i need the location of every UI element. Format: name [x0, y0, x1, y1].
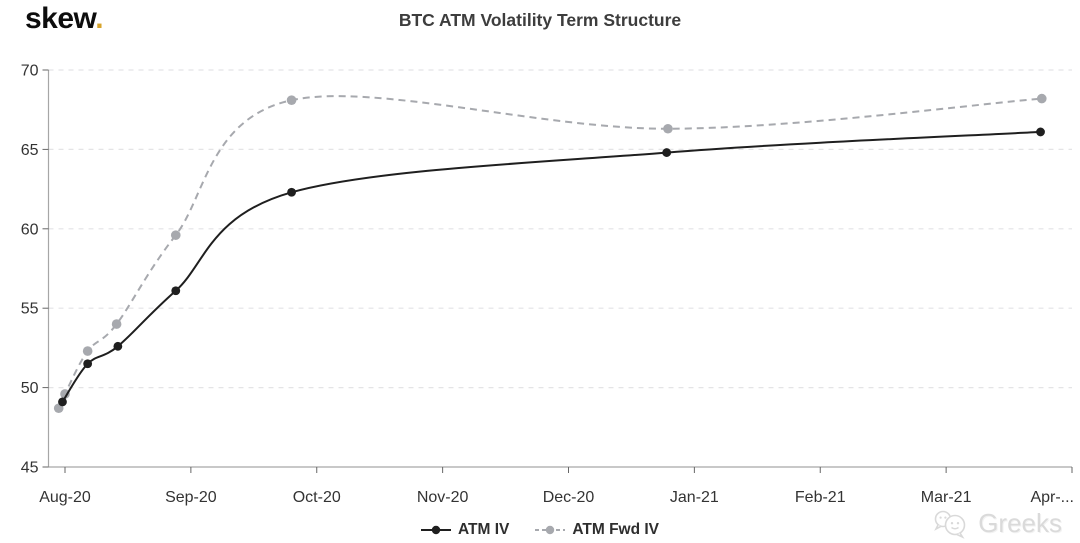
legend-label-atm-iv: ATM IV [457, 521, 510, 538]
atm-iv-point [287, 187, 296, 197]
atm-iv-point [58, 397, 67, 407]
atm-fwd-iv-point [286, 95, 297, 105]
brand-logo: skew. [25, 2, 104, 36]
watermark: Greeks [932, 508, 1062, 539]
x-axis-label: Feb-21 [795, 489, 846, 506]
brand-logo-dot: . [95, 2, 104, 35]
atm-iv-point [1036, 127, 1045, 137]
atm-fwd-iv-point [111, 319, 122, 329]
atm-iv-line [61, 130, 1041, 403]
page-title: BTC ATM Volatility Term Structure [398, 10, 682, 30]
atm-fwd-iv-point [82, 346, 93, 356]
legend-label-atm-fwd-iv: ATM Fwd IV [572, 521, 660, 538]
legend-item-atm-fwd-iv[interactable]: ATM Fwd IV [535, 521, 659, 539]
atm-iv-point [171, 286, 181, 296]
atm-fwd-iv-point [60, 389, 70, 399]
y-axis-label: 60 [21, 221, 39, 238]
x-axis-label: Aug-20 [39, 489, 91, 506]
atm-fwd-iv-line [57, 95, 1042, 409]
y-axis-label: 65 [21, 142, 39, 159]
atm-iv-point [113, 341, 123, 351]
atm-iv-point [83, 359, 93, 369]
x-axis-label: Sep-20 [165, 489, 217, 506]
x-axis-label: Dec-20 [543, 489, 595, 506]
y-axis-label: 70 [21, 63, 39, 80]
wechat-icon [934, 510, 966, 539]
atm-fwd-iv-point [170, 230, 181, 240]
atm-iv-point [662, 148, 672, 157]
watermark-text: Greeks [978, 508, 1062, 538]
atm-fwd-iv-point [1036, 93, 1047, 104]
brand-logo-text: skew [25, 2, 96, 35]
y-axis-label: 50 [21, 380, 39, 397]
x-axis-label: Mar-21 [921, 489, 972, 506]
legend-item-atm-iv[interactable]: ATM IV [420, 521, 510, 539]
x-axis-label: Oct-20 [293, 489, 341, 506]
x-axis-label: Apr-... [1030, 489, 1074, 506]
y-axis-label: 45 [21, 460, 39, 477]
legend-marker-atm-fwd-iv [535, 525, 566, 535]
chart-legend: ATM IV ATM Fwd IV [0, 521, 1080, 539]
y-axis-label: 55 [21, 301, 39, 318]
x-axis-label: Nov-20 [417, 489, 469, 506]
x-axis-label: Jan-21 [670, 489, 719, 506]
legend-marker-atm-iv [420, 525, 451, 535]
atm-fwd-iv-point [663, 123, 673, 134]
